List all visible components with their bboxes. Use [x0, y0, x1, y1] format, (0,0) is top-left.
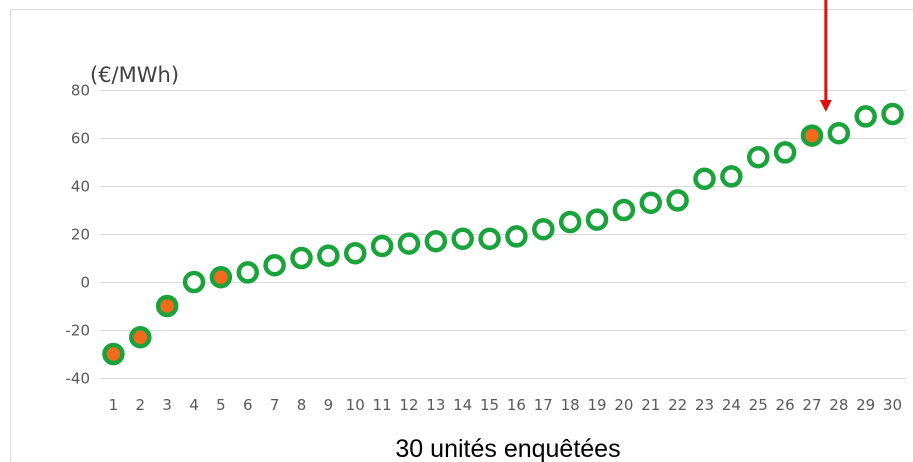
data-point-highlighted	[800, 124, 824, 147]
gridlines	[100, 90, 906, 379]
x-tick-label: 4	[189, 396, 199, 414]
data-point	[773, 141, 797, 164]
x-tick-label: 21	[641, 396, 660, 414]
data-point	[585, 208, 609, 231]
data-point	[397, 232, 421, 255]
x-tick-label: 22	[668, 396, 687, 414]
data-point-highlighted	[129, 325, 152, 349]
x-tick-label: 7	[270, 396, 280, 414]
data-point	[532, 217, 555, 241]
data-point-highlighted	[155, 294, 179, 318]
x-tick-label: 19	[587, 396, 606, 414]
x-tick-label: 26	[776, 396, 795, 414]
x-tick-label: 17	[534, 396, 553, 414]
x-tick-label: 28	[829, 396, 848, 414]
x-tick-label: 25	[749, 396, 768, 414]
arrow-head	[819, 100, 832, 112]
data-point	[693, 167, 716, 191]
x-tick-label: 30	[883, 396, 902, 414]
x-tick-label: 27	[802, 396, 821, 414]
y-tick-label: 80	[71, 82, 90, 100]
data-point	[478, 227, 501, 251]
y-tick-label: -20	[66, 322, 91, 340]
data-point	[720, 165, 743, 188]
data-point	[639, 191, 663, 215]
data-point	[827, 121, 851, 145]
x-tick-label: 29	[856, 396, 875, 414]
x-tick-label: 15	[480, 396, 499, 414]
data-point	[182, 270, 206, 294]
x-tick-label: 16	[507, 396, 526, 414]
data-point	[854, 105, 877, 128]
data-point	[236, 261, 260, 284]
data-point	[343, 241, 367, 265]
annotation-arrow	[819, 0, 832, 112]
x-tick-label: 6	[243, 396, 253, 414]
data-point-highlighted	[209, 265, 233, 289]
data-point	[558, 210, 582, 234]
y-tick-label: -40	[66, 370, 91, 388]
x-axis-label: 30 unités enquêtées	[395, 435, 620, 462]
y-unit-label: (€/MWh)	[90, 63, 179, 87]
x-tick-label: 24	[722, 396, 741, 414]
x-tick-label: 13	[426, 396, 445, 414]
data-point	[746, 145, 770, 169]
x-tick-label: 23	[695, 396, 714, 414]
data-point	[612, 198, 636, 222]
x-tick-label: 3	[162, 396, 172, 414]
y-tick-label: 60	[71, 130, 90, 148]
x-tick-labels: 1 2 3 4 5 6 7 8 9 10 11 12 13 14 15 16 17 18 19 20 21 22 23 24 2…	[109, 396, 902, 414]
data-point	[263, 253, 286, 277]
data-point-highlighted	[102, 342, 125, 366]
data-point	[505, 225, 528, 248]
y-tick-label: 40	[71, 178, 90, 196]
x-tick-label: 14	[453, 396, 472, 414]
data-point	[424, 229, 448, 253]
x-tick-label: 11	[373, 396, 392, 414]
data-point	[451, 227, 474, 251]
data-point	[666, 189, 689, 212]
data-points	[102, 102, 904, 366]
x-tick-label: 20	[614, 396, 633, 414]
x-tick-label: 9	[324, 396, 334, 414]
data-point	[317, 244, 340, 267]
x-tick-label: 8	[297, 396, 307, 414]
x-tick-label: 10	[346, 396, 365, 414]
y-tick-labels: 80 60 40 20 0 -20 -40	[66, 82, 91, 388]
x-tick-label: 12	[399, 396, 418, 414]
x-tick-label: 5	[216, 396, 226, 414]
data-point	[370, 234, 394, 258]
x-tick-label: 18	[561, 396, 580, 414]
y-tick-label: 20	[71, 226, 90, 244]
data-point	[290, 246, 313, 270]
y-tick-label: 0	[80, 274, 90, 292]
x-tick-label: 2	[136, 396, 146, 414]
data-point	[881, 102, 904, 126]
x-tick-label: 1	[109, 396, 119, 414]
